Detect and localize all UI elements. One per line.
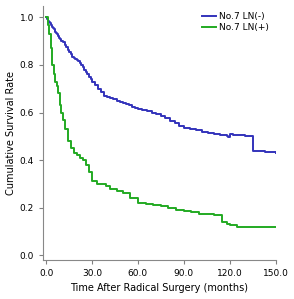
No.7 LN(+) xyxy=(235,225,239,228)
No.7 LN(-) xyxy=(70,53,74,56)
No.7 LN(+) xyxy=(44,16,48,19)
No.7 LN(+) xyxy=(54,73,57,76)
No.7 LN(+) xyxy=(58,103,62,107)
No.7 LN(+) xyxy=(274,225,277,228)
No.7 LN(-) xyxy=(75,57,78,61)
No.7 LN(-) xyxy=(63,43,66,47)
No.7 LN(-) xyxy=(243,135,247,138)
No.7 LN(+) xyxy=(52,63,56,67)
X-axis label: Time After Radical Surgery (months): Time After Radical Surgery (months) xyxy=(70,283,248,293)
Y-axis label: Cumulative Survival Rate: Cumulative Survival Rate xyxy=(6,71,16,195)
No.7 LN(-) xyxy=(219,132,222,136)
No.7 LN(+) xyxy=(99,182,103,186)
No.7 LN(-) xyxy=(274,151,277,155)
Line: No.7 LN(-): No.7 LN(-) xyxy=(46,17,275,153)
No.7 LN(+) xyxy=(78,156,81,159)
Line: No.7 LN(+): No.7 LN(+) xyxy=(46,17,275,227)
No.7 LN(+) xyxy=(220,220,224,224)
No.7 LN(-) xyxy=(194,127,198,131)
Legend: No.7 LN(-), No.7 LN(+): No.7 LN(-), No.7 LN(+) xyxy=(200,10,271,34)
No.7 LN(-) xyxy=(44,16,48,19)
